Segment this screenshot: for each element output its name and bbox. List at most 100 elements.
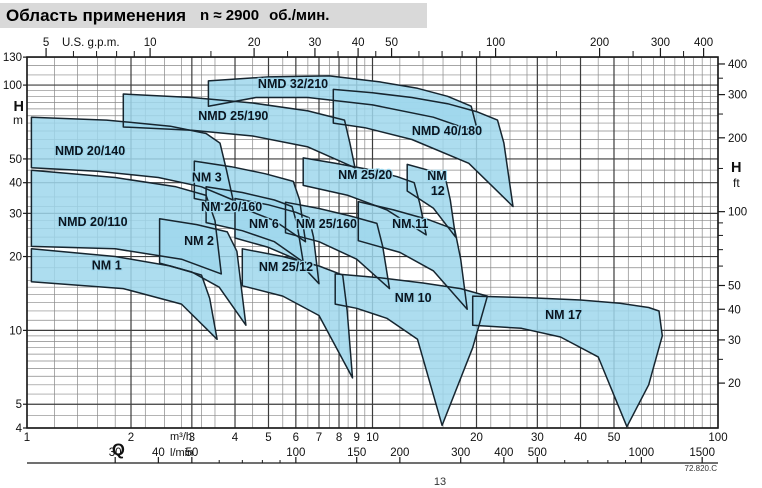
axis-tick-label: 20 <box>728 378 741 390</box>
region-label-nmd-32-210: NMD 32/210 <box>258 77 328 91</box>
region-nmd-40-180 <box>333 89 513 207</box>
axis-label-q: Q <box>112 441 125 459</box>
region-label-nm-12: 12 <box>431 184 445 198</box>
axis-tick-label: 20 <box>470 432 483 444</box>
axis-tick-label: 500 <box>528 447 547 459</box>
region-outline-nm-3 <box>193 160 307 243</box>
region-nmd-25-190 <box>123 94 355 168</box>
axis-tick-label: 400 <box>694 37 713 49</box>
region-nm-12 <box>407 164 456 238</box>
region-outline-nm-20-160 <box>205 186 304 263</box>
axis-tick-label: 30 <box>9 208 22 220</box>
region-label-nmd-25-190: NMD 25/190 <box>198 109 268 123</box>
plot-border <box>26 56 719 429</box>
axis-unit-ft: ft <box>733 176 740 190</box>
region-label-nm-6: NM 6 <box>249 217 279 231</box>
speed-value: n ≈ 2900 <box>200 7 260 24</box>
region-outlines <box>30 75 664 428</box>
title-bar: Область применения n ≈ 2900 об./мин. <box>0 3 427 28</box>
region-label-nm-20-160: NM 20/160 <box>201 200 262 214</box>
axis-tick-label: 30 <box>309 37 322 49</box>
axis-tick-label: 40 <box>574 432 587 444</box>
region-label-nm-10: NM 10 <box>395 291 432 305</box>
page-number: 13 <box>433 476 447 488</box>
region-outline-nm-10 <box>334 273 489 427</box>
doc-ref-group: 72.820.C <box>685 464 718 473</box>
axis-tick-label: 40 <box>352 37 365 49</box>
axis-tick-label: 200 <box>390 447 409 459</box>
region-nm-1 <box>31 248 218 340</box>
axis-tick-label: 130 <box>3 52 22 64</box>
region-nm-2 <box>159 218 246 326</box>
region-outline-nm-17 <box>471 295 664 428</box>
axis-tick-label: 300 <box>651 37 670 49</box>
region-outline-nmd-20-110 <box>30 169 223 275</box>
axis-label-h-left: H <box>14 99 24 115</box>
region-fills <box>31 75 663 427</box>
axis-tick-label: 100 <box>708 432 727 444</box>
axis-tick-label: 50 <box>385 37 398 49</box>
axis-tick-label: 5 <box>43 37 49 49</box>
region-label-nmd-40-180: NMD 40/180 <box>412 124 482 138</box>
axis-tick-label: 40 <box>728 304 741 316</box>
axis-unit-m3h: m³/h <box>170 431 192 443</box>
axis-label-h-right: H <box>731 160 741 176</box>
region-label-nm-25-12: NM 25/12 <box>259 260 313 274</box>
axis-tick-label: 3 <box>189 432 195 444</box>
axis-tick-label: 10 <box>144 37 157 49</box>
region-outline-nm-6 <box>234 197 320 285</box>
region-outline-nm-1 <box>30 248 218 341</box>
region-label-nm-2: NM 2 <box>184 234 214 248</box>
region-outline-nm-25-20 <box>302 157 427 236</box>
region-outline-nmd-20-140 <box>30 116 234 201</box>
region-outline-nm-11 <box>357 200 468 310</box>
region-nm-10 <box>335 273 488 426</box>
axis-tick-label: 300 <box>451 447 470 459</box>
axis-bottom-lmin: l/min 30 40 50 100 150 200 300 400 500 1000 1500 <box>27 447 718 464</box>
axis-tick-label: 8 <box>336 432 342 444</box>
axis-tick-label: 300 <box>728 90 747 102</box>
axis-tick-label: 40 <box>9 178 22 190</box>
region-nmd-20-140 <box>31 117 234 200</box>
axis-tick-label: 10 <box>366 432 379 444</box>
axis-unit-usgpm: U.S. g.p.m. <box>62 37 120 49</box>
doc-reference: 72.820.C <box>685 464 718 473</box>
axis-tick-label: 20 <box>9 252 22 264</box>
axis-tick-label: 30 <box>531 432 544 444</box>
region-labels: NMD 20/140 NMD 25/190 NMD 32/210 NMD 40/180… <box>54 76 583 323</box>
axis-bottom-m3h: 1 2 3 4 5 6 7 8 9 10 20 30 40 50 100 Qm³/h <box>24 431 728 459</box>
axis-tick-label: 50 <box>728 280 741 292</box>
region-label-nm-25-20: NM 25/20 <box>338 168 392 182</box>
axis-tick-label: 100 <box>3 80 22 92</box>
region-label-nmd-20-140: NMD 20/140 <box>55 144 125 158</box>
region-outline-nmd-40-180 <box>332 88 514 208</box>
axis-tick-label: 4 <box>16 423 23 435</box>
axis-tick-label: 40 <box>152 447 165 459</box>
axis-tick-label: 6 <box>293 432 299 444</box>
region-outline-nmd-25-190 <box>122 93 356 169</box>
axis-unit-lmin: l/min <box>170 447 193 459</box>
region-outline-nm-25-160 <box>284 201 391 290</box>
axis-tick-label: 200 <box>590 37 609 49</box>
axis-tick-label: 150 <box>347 447 366 459</box>
axis-tick-label: 1500 <box>689 447 715 459</box>
speed-unit: об./мин. <box>269 7 330 24</box>
axis-tick-label: 400 <box>494 447 513 459</box>
axis-tick-label: 200 <box>728 133 747 145</box>
axis-top-usgpm: 5 10 20 30 40 50 100 200 300 400 U.S. g.p.m. <box>43 37 713 57</box>
axis-tick-label: 100 <box>486 37 505 49</box>
region-label-nm-17: NM 17 <box>545 308 582 322</box>
axis-left-h-m: 4 5 10 20 30 40 50 100 130 Hm <box>3 52 27 435</box>
region-label-nmd-20-110: NMD 20/110 <box>58 215 128 229</box>
region-nm-25-12 <box>242 248 353 378</box>
region-nm-11 <box>358 201 468 310</box>
region-label-nm-3: NM 3 <box>192 171 222 185</box>
axis-tick-label: 30 <box>109 447 122 459</box>
axis-tick-label: 50 <box>608 432 621 444</box>
region-label-nm-11: NM 11 <box>392 217 428 231</box>
axis-tick-label: 100 <box>728 207 747 219</box>
region-label-nm-12: NM <box>427 169 446 183</box>
axis-tick-label: 50 <box>9 154 22 166</box>
axis-tick-label: 5 <box>16 399 22 411</box>
